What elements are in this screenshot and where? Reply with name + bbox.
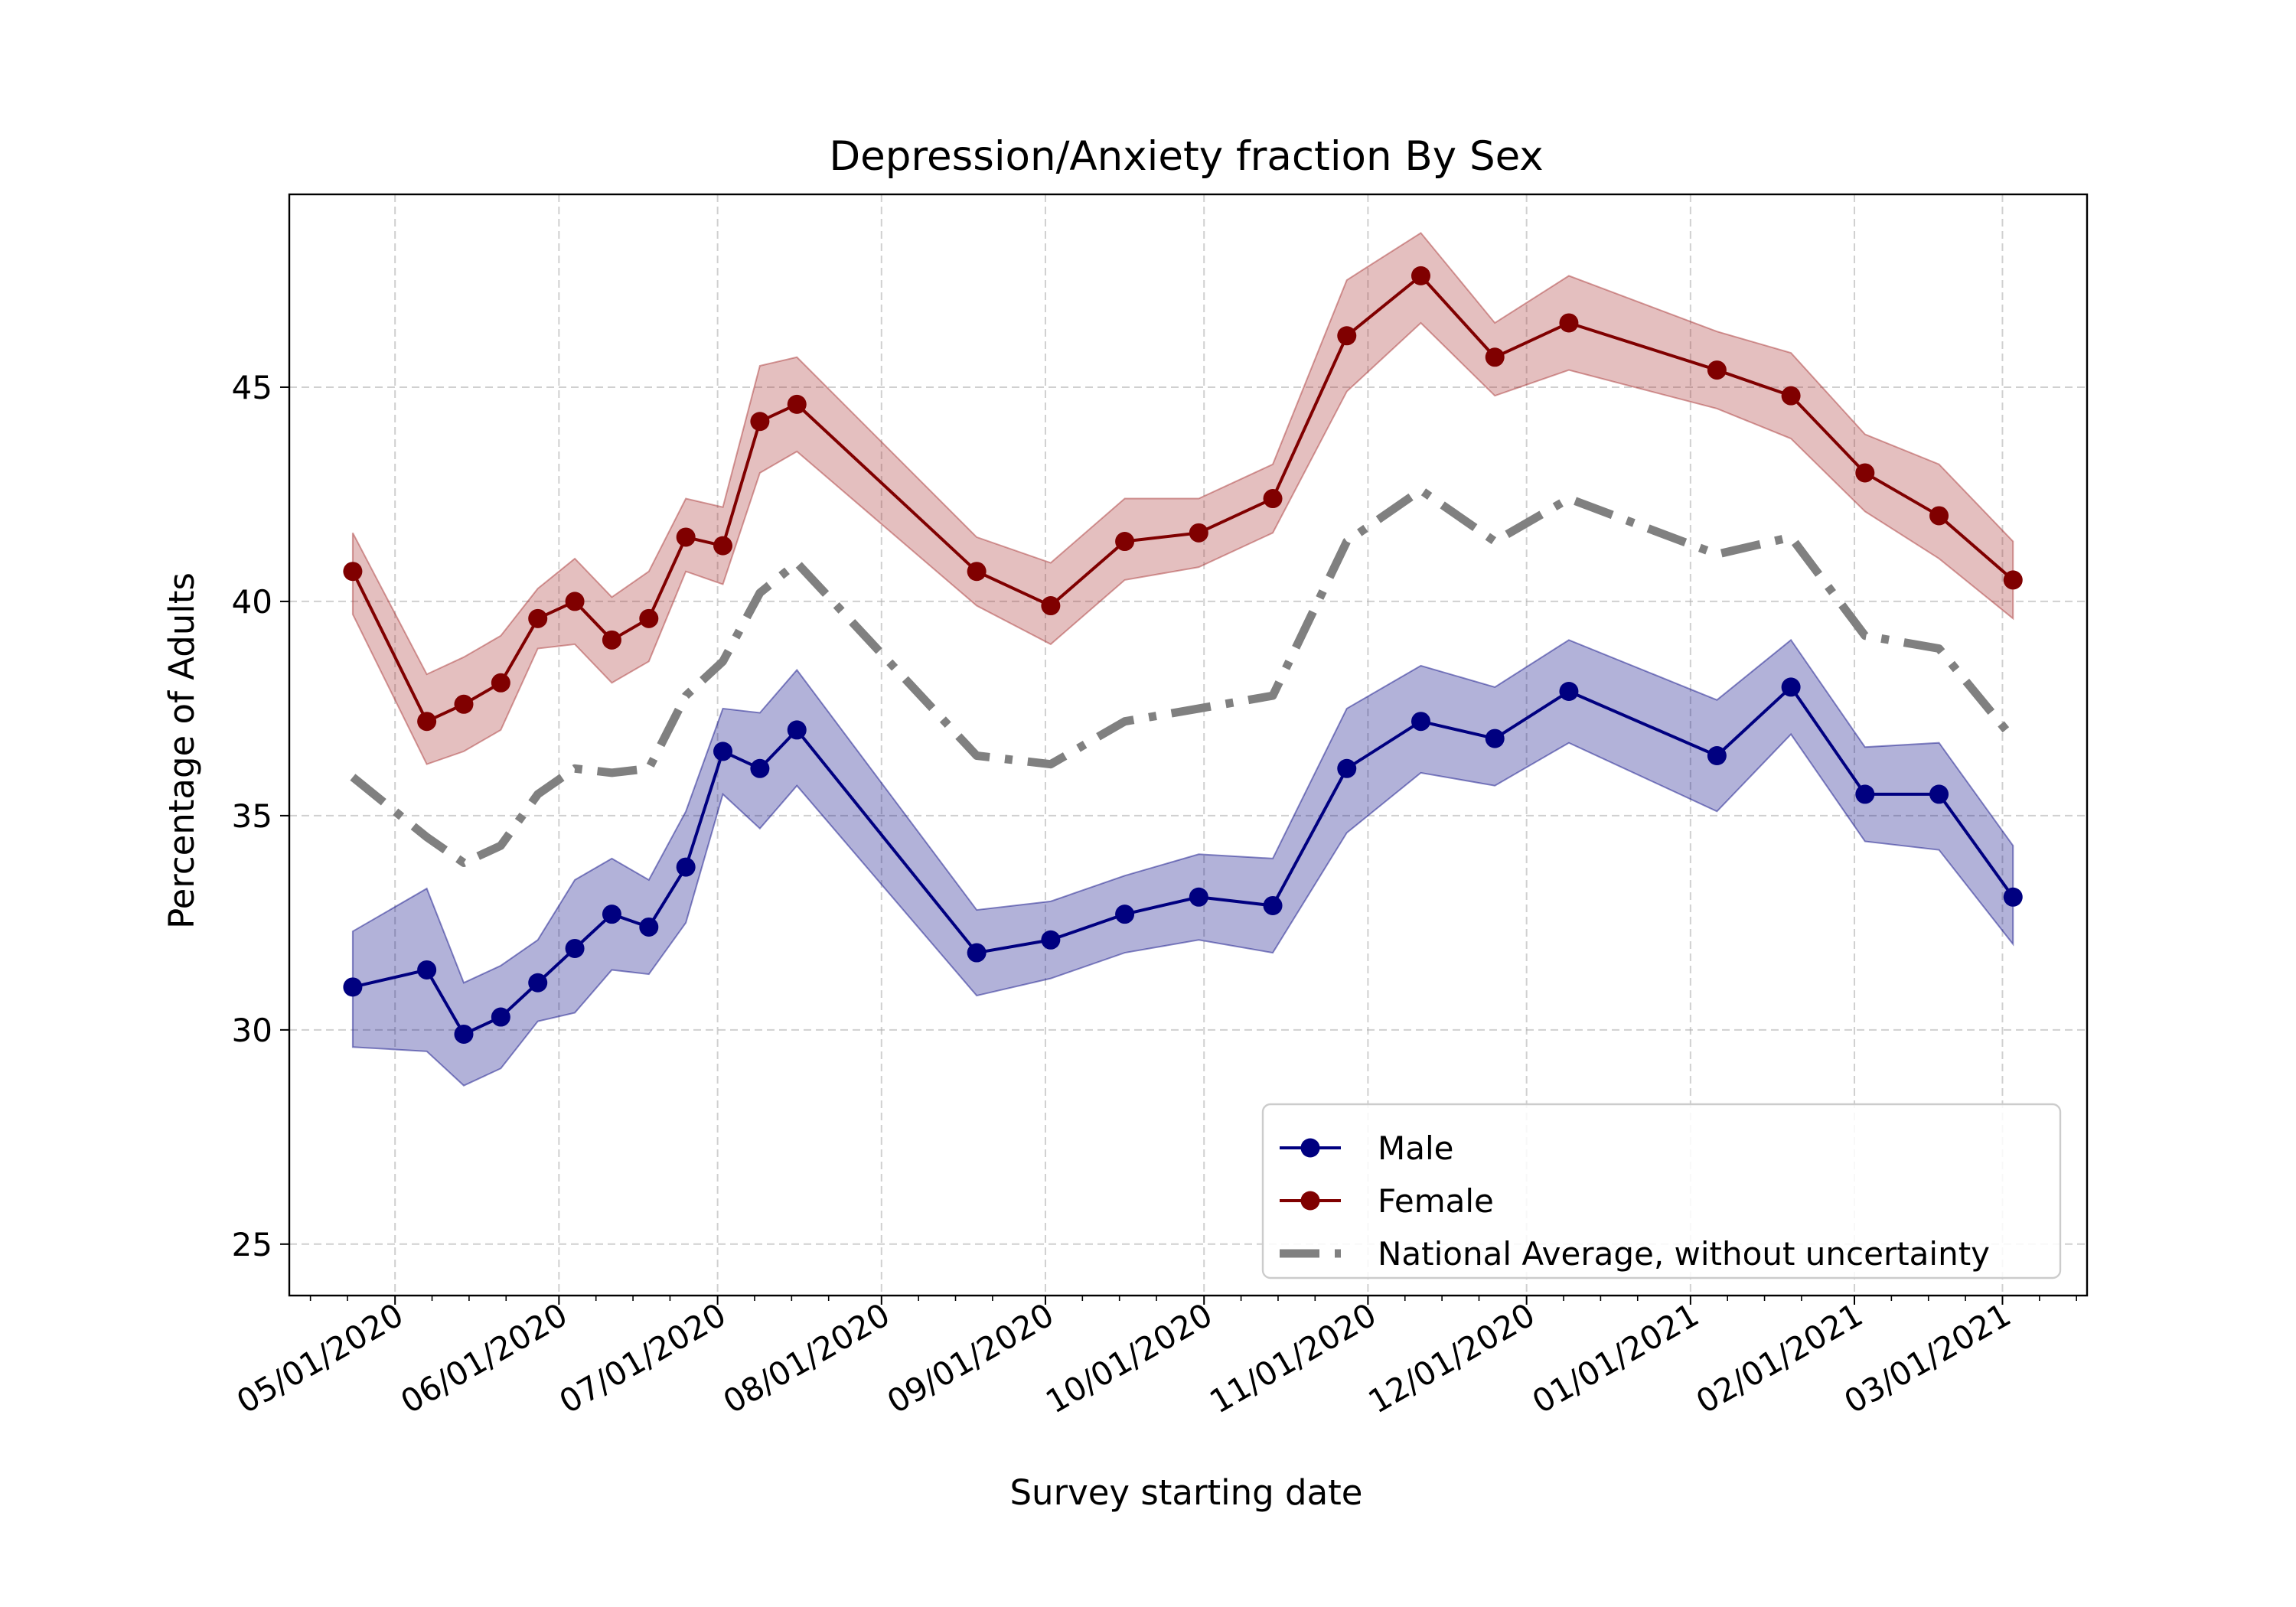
data-point [1707, 745, 1727, 765]
legend: Male Female National Average, without unce… [1261, 1103, 2062, 1279]
chart-title: Depression/Anxiety fraction By Sex [829, 133, 1543, 180]
data-point [602, 905, 621, 924]
data-point [639, 917, 659, 937]
legend-box [1261, 1103, 2062, 1279]
data-point [1337, 758, 1357, 778]
data-point [565, 592, 585, 611]
confidence-band-0 [351, 638, 2014, 1087]
data-point [454, 694, 474, 714]
data-point [1411, 712, 1430, 732]
data-point [967, 943, 987, 963]
data-point [787, 394, 807, 414]
y-tick-label: 30 [232, 1012, 272, 1049]
data-point [343, 562, 363, 582]
data-point [417, 960, 437, 980]
data-point [1485, 729, 1505, 748]
legend-label: National Average, without uncertainty [1378, 1235, 1990, 1273]
data-point [1707, 360, 1727, 380]
data-point [1855, 463, 1875, 483]
data-point [1929, 784, 1949, 804]
data-point [1781, 677, 1801, 697]
data-point [528, 973, 548, 993]
data-point [1337, 326, 1357, 346]
confidence-band-1 [351, 232, 2014, 765]
plot-area-frame [288, 193, 2089, 1297]
series-line-2 [350, 485, 2017, 867]
data-point [454, 1024, 474, 1044]
data-point [750, 412, 770, 432]
y-tick-label: 45 [232, 369, 272, 406]
x-axis-label: Survey starting date [1009, 1472, 1362, 1513]
data-point [713, 742, 733, 761]
data-point [787, 720, 807, 740]
data-point [750, 758, 770, 778]
data-point [565, 938, 585, 958]
confidence-bands [351, 232, 2014, 1087]
data-point [676, 527, 696, 547]
y-tick-label: 35 [232, 797, 272, 835]
data-point [491, 673, 510, 693]
data-point [676, 857, 696, 877]
data-point [1263, 489, 1283, 509]
y-tick-label: 25 [232, 1226, 272, 1263]
legend-label: Male [1378, 1129, 1453, 1167]
data-point [1189, 887, 1208, 907]
data-point [1115, 905, 1135, 924]
y-axis-label: Percentage of Adults [161, 572, 202, 929]
data-point [417, 712, 437, 732]
data-point [602, 630, 621, 650]
data-point [1041, 930, 1061, 950]
data-point [528, 608, 548, 628]
data-point [1115, 532, 1135, 552]
data-point [1855, 784, 1875, 804]
data-point [2003, 887, 2023, 907]
y-tick-label: 40 [232, 583, 272, 621]
data-point [713, 536, 733, 556]
data-point [1929, 506, 1949, 526]
data-point [2003, 570, 2023, 590]
data-point [1263, 895, 1283, 915]
legend-label: Female [1378, 1182, 1494, 1220]
data-point [1781, 386, 1801, 406]
data-point [1559, 313, 1579, 333]
data-point [343, 977, 363, 997]
data-point [639, 608, 659, 628]
series-points [343, 266, 2023, 1044]
data-point [1411, 266, 1430, 285]
data-point [1189, 523, 1208, 543]
data-point [1041, 596, 1061, 616]
data-point [491, 1007, 510, 1027]
data-point [1485, 347, 1505, 367]
legend-marker [1300, 1138, 1320, 1158]
data-point [967, 562, 987, 582]
data-point [1559, 682, 1579, 702]
legend-marker [1300, 1191, 1320, 1211]
